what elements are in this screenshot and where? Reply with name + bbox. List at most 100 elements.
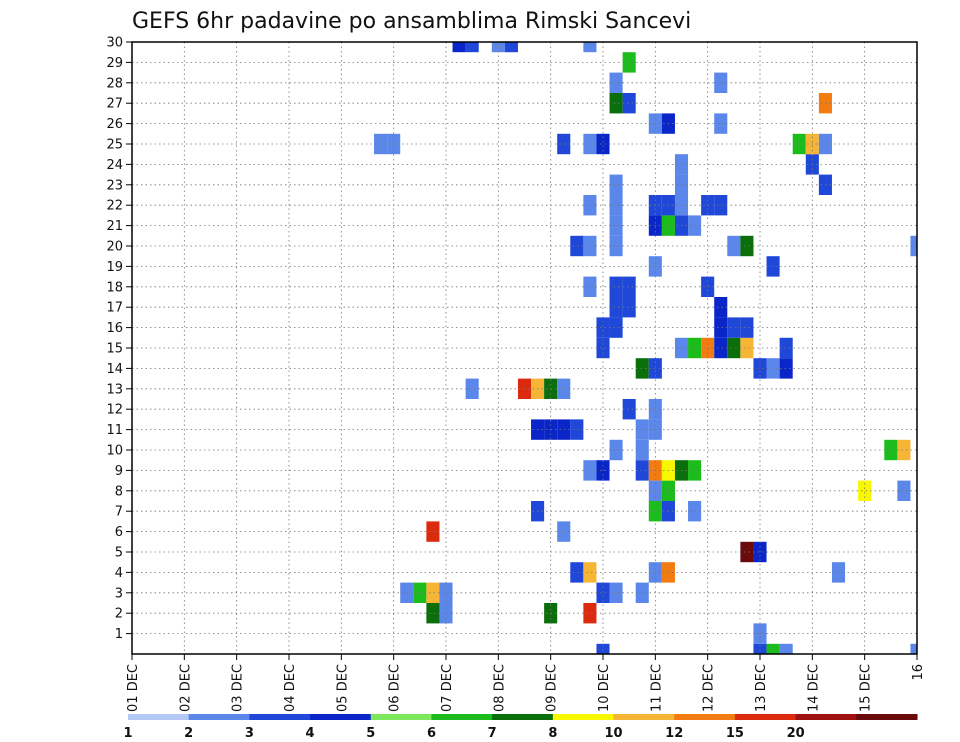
data-cell xyxy=(609,235,623,257)
data-cell xyxy=(426,521,440,542)
data-cell xyxy=(609,582,623,603)
x-tick-label: 11 DEC xyxy=(649,664,664,712)
y-tick-label: 2 xyxy=(115,607,123,622)
data-cell xyxy=(557,521,571,542)
y-tick-label: 8 xyxy=(115,484,123,499)
data-cell xyxy=(609,195,623,216)
y-tick-label: 21 xyxy=(106,219,123,234)
plot-cells xyxy=(374,42,917,654)
data-cell xyxy=(570,562,584,583)
data-cell xyxy=(701,276,715,297)
data-cell xyxy=(622,93,636,114)
legend-label: 6 xyxy=(427,726,436,741)
data-cell xyxy=(583,562,597,583)
plot-grid xyxy=(132,42,917,654)
y-tick-label: 4 xyxy=(115,566,123,581)
data-cell xyxy=(740,317,754,338)
y-tick-label: 12 xyxy=(106,403,123,418)
data-cell xyxy=(622,52,636,73)
legend-swatch xyxy=(249,714,311,720)
legend-swatch xyxy=(492,714,554,720)
y-tick-label: 3 xyxy=(115,586,123,601)
y-tick-label: 11 xyxy=(106,423,123,438)
data-cell xyxy=(504,42,518,53)
data-cell xyxy=(609,93,623,114)
data-cell xyxy=(766,256,780,277)
data-cell xyxy=(609,317,623,338)
y-tick-label: 18 xyxy=(106,280,123,295)
y-tick-label: 26 xyxy=(106,117,123,132)
x-tick-label: 04 DEC xyxy=(283,664,298,712)
data-cell xyxy=(714,72,728,93)
legend-label: 15 xyxy=(726,726,744,741)
y-tick-label: 16 xyxy=(106,321,123,336)
color-legend: 1 2 3 4 5 6 7 8 10 12 15 20 xyxy=(123,714,918,741)
data-cell xyxy=(635,419,649,440)
data-cell xyxy=(635,358,649,379)
data-cell xyxy=(452,42,466,53)
legend-label: 8 xyxy=(548,726,557,741)
legend-label: 1 xyxy=(123,726,132,741)
x-tick-label: 12 DEC xyxy=(702,664,717,712)
y-tick-label: 20 xyxy=(106,240,123,255)
legend-swatch xyxy=(674,714,736,720)
x-tick-label: 13 DEC xyxy=(754,664,769,712)
x-tick-label: 06 DEC xyxy=(388,664,403,712)
data-cell xyxy=(727,337,741,359)
data-cell xyxy=(779,643,793,654)
data-cell xyxy=(753,623,767,644)
data-cell xyxy=(583,133,597,155)
data-cell xyxy=(465,42,479,53)
y-tick-label: 27 xyxy=(106,97,123,112)
chart-title: GEFS 6hr padavine po ansamblima Rimski S… xyxy=(132,9,691,34)
data-cell xyxy=(910,643,917,654)
data-cell xyxy=(583,42,597,53)
data-cell xyxy=(740,541,754,563)
data-cell xyxy=(897,480,911,501)
data-cell xyxy=(884,439,898,461)
legend-swatch xyxy=(552,714,615,720)
data-cell xyxy=(583,195,597,216)
y-tick-label: 24 xyxy=(106,158,123,173)
legend-swatch xyxy=(188,714,250,720)
data-cell xyxy=(622,399,636,420)
data-cell xyxy=(557,378,571,399)
legend-label: 7 xyxy=(488,726,497,741)
data-cell xyxy=(557,419,571,440)
y-tick-label: 7 xyxy=(115,505,123,520)
legend-label: 10 xyxy=(604,726,622,741)
y-tick-label: 30 xyxy=(106,36,123,51)
data-cell xyxy=(740,235,754,257)
x-tick-label: 10 DEC xyxy=(597,664,612,712)
data-cell xyxy=(609,297,623,318)
x-tick-label: 16 xyxy=(911,664,926,681)
data-cell xyxy=(714,297,728,318)
data-cell xyxy=(609,174,623,195)
data-cell xyxy=(727,317,741,338)
data-cell xyxy=(570,235,584,257)
data-cell xyxy=(439,582,453,603)
data-cell xyxy=(622,297,636,318)
y-tick-label: 5 xyxy=(115,546,123,561)
y-tick-label: 6 xyxy=(115,525,123,540)
data-cell xyxy=(596,317,610,338)
data-cell xyxy=(858,480,872,501)
data-cell xyxy=(465,378,479,399)
y-tick-label: 23 xyxy=(106,178,123,193)
data-cell xyxy=(583,276,597,297)
legend-swatch xyxy=(431,714,493,720)
legend-swatch xyxy=(310,714,372,720)
data-cell xyxy=(609,72,623,93)
data-cell xyxy=(635,460,649,481)
legend-label: 2 xyxy=(184,726,193,741)
data-cell xyxy=(596,133,610,155)
legend-label: 5 xyxy=(366,726,375,741)
data-cell xyxy=(583,603,597,624)
data-cell xyxy=(583,460,597,481)
x-tick-label: 08 DEC xyxy=(492,664,507,712)
data-cell xyxy=(609,215,623,236)
x-tick-label: 07 DEC xyxy=(440,664,455,712)
y-tick-label: 19 xyxy=(106,260,123,275)
data-cell xyxy=(727,235,741,257)
